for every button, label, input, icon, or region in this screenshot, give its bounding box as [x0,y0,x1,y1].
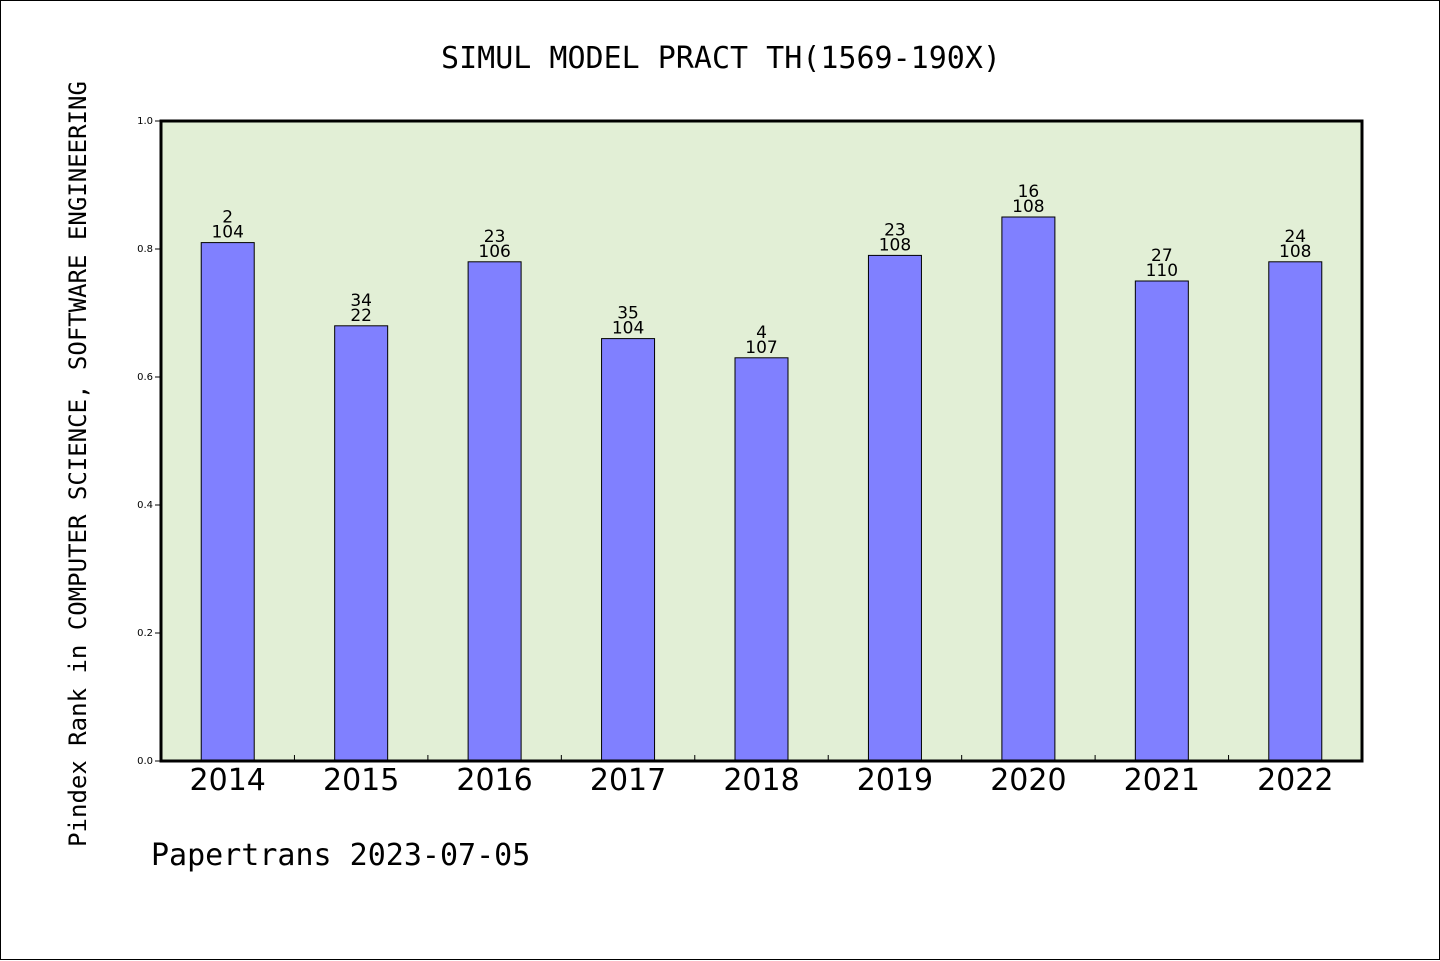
bar-label-top: 2 [222,208,233,228]
bar-label-top: 16 [1018,182,1040,202]
bar-label-bottom: 108 [879,235,911,255]
bar-2018 [734,357,789,762]
chart-title: SIMUL MODEL PRACT TH(1569-190X) [441,41,1001,76]
bar-label-bottom: 104 [211,223,243,243]
x-tick-label: 2021 [1124,763,1200,798]
bar-label-bottom: 22 [350,306,372,326]
y-tick-label: 0.2 [137,628,153,639]
bar-label-top: 4 [756,323,767,343]
x-tick-label: 2019 [857,763,933,798]
y-tick-label: 0.4 [137,500,153,511]
x-axis: 2014 2015 2016 2017 2018 2019 2020 2021 2022 [190,755,1333,798]
bar-label-top: 27 [1151,246,1173,266]
x-tick-label: 2017 [590,763,666,798]
bar-label-top: 23 [484,227,506,247]
bar-2019 [867,254,922,762]
bar-label-top: 24 [1284,227,1306,247]
bar-2015 [334,325,389,762]
bar-2021 [1134,280,1189,762]
bar-2022 [1268,261,1323,762]
x-tick-label: 2016 [456,763,532,798]
y-axis-label: Pindex Rank in COMPUTER SCIENCE, SOFTWAR… [64,81,92,847]
bar-series [200,216,1323,762]
bar-label-bottom: 106 [478,242,510,262]
bar-label-bottom: 104 [612,319,644,339]
bar-label-bottom: 108 [1012,197,1044,217]
bar-label-bottom: 107 [745,338,777,358]
bar-2016 [467,261,522,762]
bar-2020 [1001,216,1056,762]
plot-border [159,119,1364,763]
bar-2014 [200,242,255,762]
x-tick-label: 2022 [1257,763,1333,798]
x-tick-label: 2020 [990,763,1066,798]
y-tick-label: 0.6 [137,372,153,383]
bar-2017 [601,338,656,762]
bar-label-bottom: 108 [1279,242,1311,262]
y-tick-label: 0.0 [137,756,153,767]
y-tick-label: 1.0 [137,116,153,127]
y-tick-label: 0.8 [137,244,153,255]
x-tick-label: 2014 [190,763,266,798]
bar-label-bottom: 110 [1146,261,1178,281]
bar-label-top: 35 [617,304,639,324]
x-tick-label: 2015 [323,763,399,798]
bar-label-top: 34 [350,291,372,311]
bar-label-top: 23 [884,220,906,240]
y-axis: 0.0 0.2 0.4 0.6 0.8 1.0 [137,116,161,767]
footer-text: Papertrans 2023-07-05 [151,838,530,873]
x-tick-label: 2018 [723,763,799,798]
